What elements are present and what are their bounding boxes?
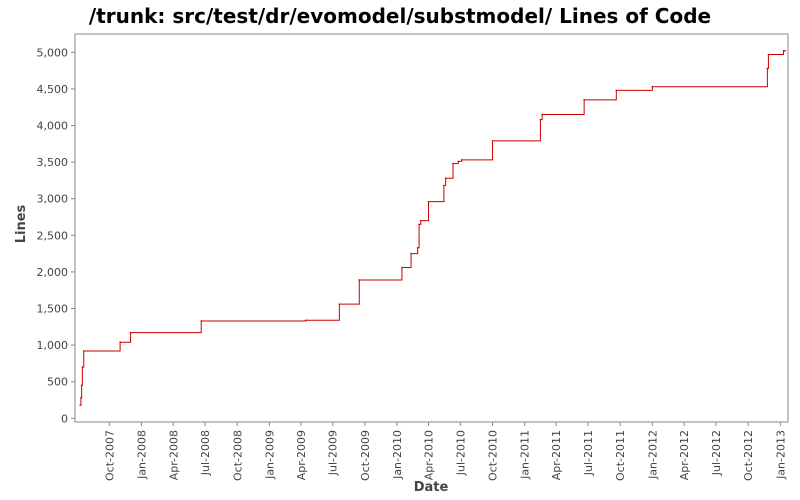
y-tick-label: 2,000 xyxy=(37,266,69,279)
x-tick-label: Apr-2010 xyxy=(423,430,436,480)
y-tick-label: 0 xyxy=(61,412,68,425)
x-tick-label: Apr-2011 xyxy=(550,430,563,480)
y-axis: 0 500 1,000 1,500 2,000 2,500 3,000 3,500 4,000 4… xyxy=(37,46,75,425)
x-tick-label: Jul-2010 xyxy=(454,430,467,476)
data-point xyxy=(782,50,785,52)
x-tick-label: Jan-2010 xyxy=(391,430,404,480)
data-point xyxy=(615,89,618,92)
x-tick-label: Jul-2012 xyxy=(710,430,723,476)
data-point xyxy=(444,177,447,180)
x-tick-label: Apr-2008 xyxy=(167,430,180,480)
data-point xyxy=(427,200,430,203)
data-point xyxy=(304,319,307,322)
x-tick-label: Jan-2013 xyxy=(774,430,787,480)
data-point xyxy=(129,331,132,334)
data-point xyxy=(457,160,460,163)
series-line xyxy=(80,50,786,406)
y-tick-label: 4,000 xyxy=(37,120,69,133)
data-point xyxy=(82,350,85,352)
y-tick-label: 4,500 xyxy=(37,83,69,96)
data-point xyxy=(81,366,84,368)
x-tick-label: Oct-2007 xyxy=(103,430,116,481)
data-point xyxy=(338,303,341,305)
y-tick-label: 1,000 xyxy=(37,339,69,352)
x-tick-label: Oct-2009 xyxy=(359,430,372,481)
data-point xyxy=(539,118,542,121)
data-point xyxy=(79,404,82,406)
x-tick-label: Jul-2011 xyxy=(582,430,595,476)
x-tick-label: Jan-2011 xyxy=(519,430,532,480)
data-point xyxy=(583,99,585,101)
data-point xyxy=(491,140,494,142)
x-tick-label: Oct-2008 xyxy=(231,430,244,481)
x-tick-label: Jul-2008 xyxy=(199,430,212,476)
data-point xyxy=(416,246,419,249)
data-point xyxy=(80,384,83,387)
x-tick-label: Jan-2009 xyxy=(263,430,276,480)
data-point xyxy=(200,320,203,322)
plot-frame xyxy=(74,33,789,423)
y-tick-label: 1,500 xyxy=(37,303,69,316)
y-tick-label: 500 xyxy=(47,376,68,389)
data-point xyxy=(418,223,420,226)
x-axis-label: Date xyxy=(414,480,449,495)
x-tick-label: Oct-2011 xyxy=(614,430,627,481)
x-tick-label: Jul-2009 xyxy=(327,430,340,476)
x-tick-label: Oct-2012 xyxy=(742,430,755,481)
data-point xyxy=(401,266,403,269)
data-point xyxy=(119,341,121,344)
x-tick-label: Apr-2012 xyxy=(678,430,691,480)
x-tick-label: Oct-2010 xyxy=(487,430,500,481)
data-points xyxy=(79,50,787,406)
y-tick-label: 3,000 xyxy=(37,193,69,206)
x-tick-label: Jan-2012 xyxy=(646,430,659,480)
data-point xyxy=(410,252,412,255)
data-point xyxy=(767,53,770,56)
y-tick-label: 3,500 xyxy=(37,156,69,169)
x-tick-label: Jan-2008 xyxy=(135,430,148,480)
data-point xyxy=(80,397,82,399)
data-point xyxy=(358,279,361,281)
x-tick-label: Apr-2009 xyxy=(295,430,308,480)
x-axis: Oct-2007 Jan-2008 Apr-2008 Jul-2008 Oct-2008… xyxy=(103,422,787,481)
data-point xyxy=(784,50,787,52)
y-tick-label: 5,000 xyxy=(37,46,69,59)
data-point xyxy=(452,162,454,165)
data-point xyxy=(420,219,422,222)
data-point xyxy=(541,113,543,116)
data-point xyxy=(651,85,654,88)
chart-title: /trunk: src/test/dr/evomodel/substmodel/… xyxy=(89,4,711,28)
data-point xyxy=(460,159,463,161)
data-point xyxy=(766,67,769,70)
data-point xyxy=(443,184,445,187)
y-tick-label: 2,500 xyxy=(37,229,69,242)
y-axis-label: Lines xyxy=(14,204,29,243)
